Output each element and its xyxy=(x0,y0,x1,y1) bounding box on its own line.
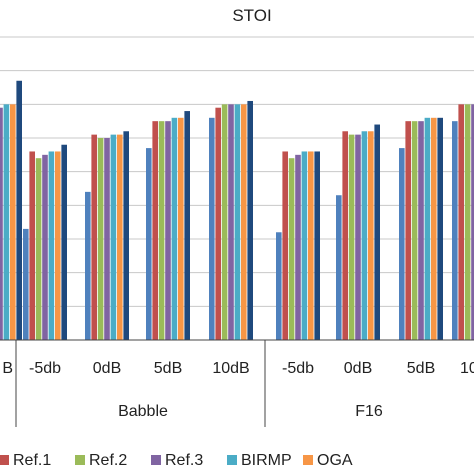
group-label: F16 xyxy=(355,403,383,420)
bar xyxy=(228,104,234,340)
legend-swatch xyxy=(303,455,313,465)
x-tick-label: -5db xyxy=(282,360,314,377)
bar xyxy=(308,151,314,340)
bar xyxy=(0,107,3,340)
bar xyxy=(405,121,411,341)
bar xyxy=(368,131,374,340)
bar xyxy=(234,104,241,340)
bar xyxy=(342,131,348,340)
bar xyxy=(35,158,42,340)
bar xyxy=(288,158,295,340)
legend-label: OGA xyxy=(317,452,353,469)
bar xyxy=(184,111,190,340)
bar xyxy=(418,121,424,341)
bar xyxy=(399,148,405,340)
bar xyxy=(104,138,110,340)
legend-swatch xyxy=(151,455,161,465)
bar xyxy=(48,151,55,340)
x-tick-label: 0dB xyxy=(344,360,372,377)
bar xyxy=(29,151,35,340)
bar xyxy=(85,191,91,340)
bar xyxy=(117,134,123,340)
x-tick-label: 10dB xyxy=(212,360,249,377)
bar xyxy=(110,134,117,340)
bar xyxy=(374,124,380,341)
bar xyxy=(23,228,29,340)
bar xyxy=(452,121,458,341)
bar xyxy=(276,232,282,340)
bar xyxy=(91,134,97,340)
legend-label: Ref.3 xyxy=(165,452,203,469)
bar xyxy=(61,144,67,340)
x-tick-label: 5dB xyxy=(154,360,182,377)
bar xyxy=(471,104,474,340)
bar xyxy=(3,104,10,340)
x-tick-label: 5dB xyxy=(407,360,435,377)
group-label: Babble xyxy=(118,403,168,420)
bar xyxy=(171,117,178,340)
bar xyxy=(158,121,165,341)
bar xyxy=(348,134,355,340)
bar xyxy=(431,117,437,340)
legend-label: Ref.1 xyxy=(13,452,51,469)
bar xyxy=(355,134,361,340)
bar xyxy=(165,121,171,341)
legend-label: Ref.2 xyxy=(89,452,127,469)
bar xyxy=(215,107,221,340)
legend-swatch xyxy=(0,455,9,465)
bar xyxy=(458,104,464,340)
bar xyxy=(16,80,22,341)
bar xyxy=(55,151,61,340)
bar xyxy=(209,117,215,340)
bar xyxy=(221,104,228,340)
bar xyxy=(336,195,342,340)
legend-label: BIRMP xyxy=(241,452,292,469)
bar xyxy=(146,148,152,340)
bar xyxy=(424,117,431,340)
bar xyxy=(314,151,320,340)
bar xyxy=(10,104,16,340)
bar xyxy=(411,121,418,341)
x-tick-label: 10dB xyxy=(460,360,474,377)
bar xyxy=(123,131,129,340)
x-tick-label: B xyxy=(2,360,13,377)
bar xyxy=(97,138,104,340)
bar xyxy=(437,117,443,340)
bar xyxy=(152,121,158,341)
chart-title: STOI xyxy=(232,6,271,25)
bar xyxy=(178,117,184,340)
bar xyxy=(301,151,308,340)
x-tick-label: -5db xyxy=(29,360,61,377)
bars xyxy=(0,80,474,341)
bar xyxy=(282,151,288,340)
bar xyxy=(464,104,471,340)
bar xyxy=(241,104,247,340)
bar xyxy=(247,100,253,340)
bar xyxy=(42,154,48,340)
legend-swatch xyxy=(227,455,237,465)
x-axis: B -5db 0dB 5dB 10dB -5db 0dB 5dB 10dB Babble F16 xyxy=(0,339,474,427)
x-tick-label: 0dB xyxy=(93,360,121,377)
legend-swatch xyxy=(75,455,85,465)
bar xyxy=(361,131,368,340)
legend: Ref.1 Ref.2 Ref.3 BIRMP OGA xyxy=(0,452,353,469)
bar xyxy=(295,154,301,340)
